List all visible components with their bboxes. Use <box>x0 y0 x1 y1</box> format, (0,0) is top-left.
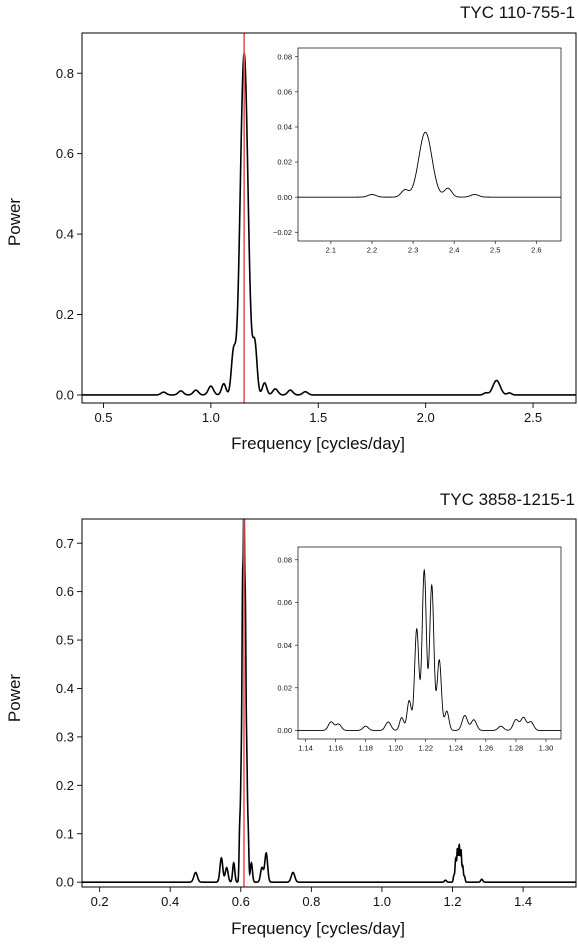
x-tick-label: 1.26 <box>479 744 494 753</box>
panel-title: TYC 3858-1215-1 <box>440 490 575 509</box>
y-tick-label: 0.6 <box>56 584 74 599</box>
x-tick-label: 2.1 <box>326 246 336 255</box>
x-tick-label: 2.3 <box>408 246 418 255</box>
y-tick-label: 0.02 <box>277 683 292 692</box>
x-tick-label: 1.22 <box>418 744 433 753</box>
y-tick-label: 0.5 <box>56 633 74 648</box>
y-tick-label: 0.0 <box>56 388 74 403</box>
y-tick-label: 0.4 <box>56 681 74 696</box>
y-tick-label: 0.1 <box>56 826 74 841</box>
x-tick-label: 1.4 <box>514 894 532 909</box>
y-tick-label: −0.02 <box>273 228 292 237</box>
main-plot: 0.5 1.0 1.5 2.0 2.5 0.0 0.2 0.4 0.6 0.8 <box>56 32 577 425</box>
x-tick-label: 2.2 <box>367 246 377 255</box>
y-tick-label: 0.2 <box>56 307 74 322</box>
y-tick-label: 0.02 <box>277 158 292 167</box>
x-tick-label: 2.6 <box>531 246 541 255</box>
inset-plot: 1.14 1.16 1.18 1.20 1.22 1.24 1.26 1.28 1.30 0.00… <box>277 546 562 753</box>
x-tick-label: 1.0 <box>373 894 391 909</box>
y-tick-label: 0.6 <box>56 146 74 161</box>
y-tick-label: 0.08 <box>277 52 292 61</box>
y-axis-label: Power <box>5 198 24 247</box>
x-tick-label: 1.18 <box>358 744 373 753</box>
y-tick-label: 0.04 <box>277 123 292 132</box>
y-tick-label: 0.4 <box>56 227 74 242</box>
x-tick-label: 0.5 <box>94 410 112 425</box>
inset-plot: 2.1 2.2 2.3 2.4 2.5 2.6 −0.02 0.00 0.02 0.04 0.06 0… <box>273 47 562 255</box>
x-tick-label: 1.28 <box>509 744 524 753</box>
y-tick-label: 0.00 <box>277 193 292 202</box>
power-spectrum-line <box>298 131 561 198</box>
x-tick-label: 1.16 <box>328 744 343 753</box>
x-axis-label: Frequency [cycles/day] <box>231 434 405 453</box>
x-tick-label: 0.2 <box>91 894 109 909</box>
y-tick-label: 0.8 <box>56 66 74 81</box>
x-tick-label: 2.5 <box>524 410 542 425</box>
y-tick-label: 0.7 <box>56 536 74 551</box>
y-tick-label: 0.3 <box>56 729 74 744</box>
x-tick-label: 2.5 <box>490 246 500 255</box>
x-tick-label: 0.6 <box>232 894 250 909</box>
plot-frame <box>81 518 577 888</box>
main-plot: 0.2 0.4 0.6 0.8 1.0 1.2 1.4 0.0 0.1 0.2 0.3 0.4 0.5 0… <box>56 518 577 909</box>
y-tick-label: 0.2 <box>56 778 74 793</box>
power-spectrum-line <box>298 568 561 731</box>
panel-tyc-110-755-1: TYC 110-755-1 Power Frequency [cycles/da… <box>5 3 577 453</box>
x-tick-label: 1.0 <box>202 410 220 425</box>
plot-frame <box>81 32 577 404</box>
x-tick-label: 0.8 <box>302 894 320 909</box>
x-tick-label: 1.2 <box>443 894 461 909</box>
panel-tyc-3858-1215-1: TYC 3858-1215-1 Power Frequency [cycles/… <box>5 490 577 938</box>
x-tick-label: 1.14 <box>298 744 313 753</box>
x-tick-label: 0.4 <box>161 894 179 909</box>
x-tick-label: 2.0 <box>417 410 435 425</box>
inset-frame <box>297 546 562 740</box>
y-axis-label: Power <box>5 674 24 723</box>
x-tick-label: 1.30 <box>539 744 554 753</box>
x-tick-label: 1.20 <box>388 744 403 753</box>
x-tick-label: 1.5 <box>309 410 327 425</box>
x-tick-label: 2.4 <box>449 246 459 255</box>
y-tick-label: 0.00 <box>277 726 292 735</box>
panel-title: TYC 110-755-1 <box>460 3 575 22</box>
y-tick-label: 0.06 <box>277 598 292 607</box>
y-tick-label: 0.0 <box>56 875 74 890</box>
y-tick-label: 0.06 <box>277 87 292 96</box>
y-tick-label: 0.04 <box>277 641 292 650</box>
x-tick-label: 1.24 <box>448 744 463 753</box>
inset-frame <box>297 47 562 242</box>
power-spectrum-line <box>82 519 576 883</box>
x-axis-label: Frequency [cycles/day] <box>231 919 405 938</box>
power-spectrum-line <box>82 51 576 396</box>
y-tick-label: 0.08 <box>277 555 292 564</box>
